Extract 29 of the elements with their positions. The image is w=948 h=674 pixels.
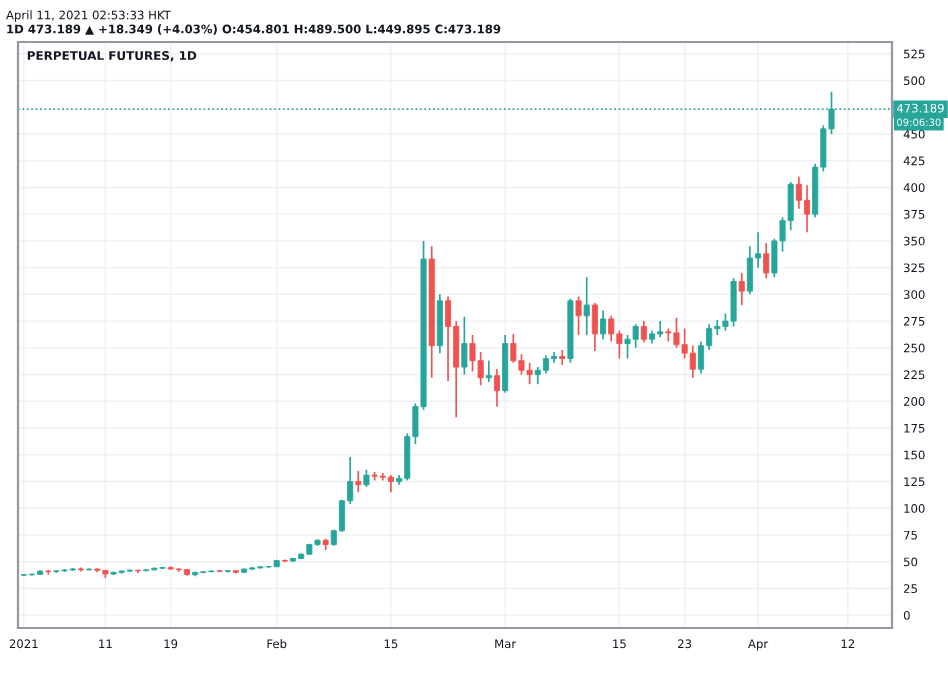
candlestick <box>632 323 639 349</box>
candlestick <box>600 309 607 341</box>
candlestick <box>730 277 737 328</box>
candlestick <box>493 368 501 408</box>
candlestick <box>575 295 582 336</box>
candlestick <box>591 302 598 352</box>
candlestick <box>502 334 509 394</box>
candlestick <box>436 293 443 355</box>
candlestick <box>640 320 647 344</box>
candlestick <box>559 349 566 366</box>
candlestick <box>526 361 533 386</box>
candlestick <box>689 344 696 379</box>
candlestick <box>746 245 753 296</box>
candlestick <box>583 276 590 336</box>
candlestick <box>624 334 631 360</box>
candlestick <box>738 272 745 306</box>
candlestick <box>469 334 476 373</box>
candlestick <box>795 175 802 210</box>
candlestick <box>763 242 770 280</box>
candlestick <box>803 184 811 234</box>
candlestick <box>510 333 517 364</box>
candlestick <box>477 351 484 387</box>
candlestick <box>485 359 492 383</box>
candlestick <box>355 469 362 494</box>
candlestick <box>542 354 549 375</box>
candlestick <box>461 315 468 376</box>
candlestick <box>608 314 615 343</box>
candlestick <box>445 295 452 382</box>
candlestick <box>673 317 680 349</box>
